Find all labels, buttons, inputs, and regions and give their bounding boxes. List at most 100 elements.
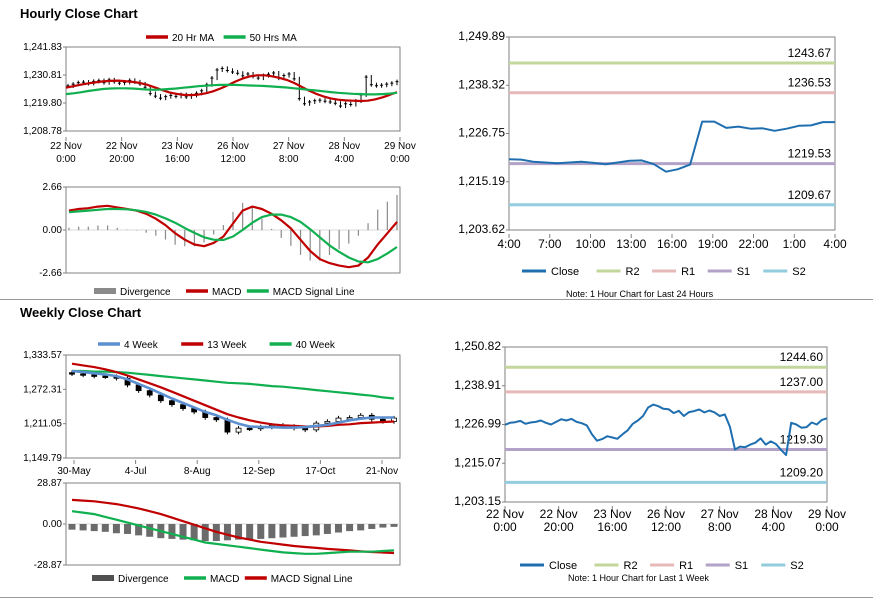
weekly-price-legend-label: 40 Week <box>296 340 336 351</box>
weekly-divergence-bar <box>179 524 187 540</box>
hourly-pivot-x-tick: 10:00 <box>575 237 605 251</box>
hourly-macd-y-tick: 0.00 <box>43 225 63 236</box>
weekly-macd-legend-swatch <box>92 575 114 581</box>
weekly-divergence-bar <box>79 524 87 531</box>
weekly-divergence-bar <box>334 524 342 533</box>
weekly-pivot-legend-label: S1 <box>735 560 748 572</box>
weekly-pivot-x-tick-time: 0:00 <box>815 520 839 534</box>
weekly-pivot-level-label: 1209.20 <box>780 465 824 479</box>
hourly-macd-legend-swatch <box>94 288 116 294</box>
bottom-divider <box>0 597 873 598</box>
hourly-price-x-tick-date: 27 Nov <box>273 141 305 152</box>
weekly-price-y-tick: 1,211.05 <box>24 419 63 430</box>
weekly-price-y-tick: 1,333.57 <box>23 350 62 361</box>
weekly-pivot-y-tick: 1,238.91 <box>454 378 501 392</box>
weekly-macd-legend-label: Divergence <box>118 574 169 585</box>
weekly-pivot-note: Note: 1 Hour Chart for Last 1 Week <box>568 573 709 583</box>
hourly-pivot-legend-label: R1 <box>681 266 695 278</box>
weekly-candle-body <box>213 417 220 421</box>
hourly-price-x-tick-date: 22 Nov <box>50 141 82 152</box>
weekly-candle-body <box>91 374 98 377</box>
hourly-pivot-level-label: 1243.67 <box>788 46 832 60</box>
weekly-pivot-x-tick-date: 22 Nov <box>540 507 578 521</box>
weekly-candle-body <box>357 414 364 418</box>
hourly-pivot-y-tick: 1,203.62 <box>458 222 505 236</box>
weekly-divergence-bar <box>346 524 354 532</box>
weekly-divergence-bar <box>190 524 198 541</box>
weekly-price-x-tick: 30-May <box>57 466 90 477</box>
weekly-macd-y-tick: 0.00 <box>43 519 63 530</box>
hourly-signal-line <box>68 207 398 264</box>
weekly-pivot-x-tick-time: 0:00 <box>493 520 517 534</box>
weekly-divergence-bar <box>168 524 176 539</box>
weekly-pivot-x-tick-date: 29 Nov <box>808 507 846 521</box>
weekly-candle-body <box>169 400 175 406</box>
hourly-section-title: Hourly Close Chart <box>20 6 138 21</box>
weekly-signal-line <box>71 498 395 555</box>
hourly-macd-chart: 2.66 0.00 -2.66 Divergence MACD MACD Signal L… <box>39 182 401 298</box>
hourly-pivot-legend-label: S1 <box>737 266 750 278</box>
hourly-macd-legend-label: MACD <box>212 287 241 298</box>
hourly-price-x-tick-time: 0:00 <box>56 154 76 165</box>
weekly-candle-body <box>180 404 186 409</box>
weekly-divergence-bar <box>235 524 243 540</box>
hourly-price-y-tick: 1,208.78 <box>23 126 62 137</box>
weekly-price-legend-label: 13 Week <box>207 340 247 351</box>
section-divider <box>0 299 873 300</box>
weekly-macd-y-tick: 28.87 <box>37 478 62 489</box>
weekly-pivot-y-tick: 1,250.82 <box>454 339 501 353</box>
hourly-price-x-tick-time: 20:00 <box>109 154 134 165</box>
weekly-divergence-bar <box>268 524 276 539</box>
hourly-pivot-x-tick: 4:00 <box>497 237 521 251</box>
weekly-candle-body <box>235 427 242 433</box>
hourly-macd-y-tick: 2.66 <box>43 182 63 193</box>
weekly-pivot-x-tick-time: 8:00 <box>708 520 732 534</box>
weekly-divergence-bar <box>312 524 320 536</box>
hourly-pivot-level-label: 1209.67 <box>788 188 832 202</box>
weekly-pivot-legend-label: S2 <box>790 560 803 572</box>
weekly-divergence-bar <box>379 524 387 528</box>
weekly-macd-chart: 28.87 0.00 -28.87 Divergence MACD MACD Signal… <box>34 478 401 585</box>
weekly-divergence-bar <box>135 524 143 536</box>
hourly-pivot-x-tick: 1:00 <box>783 237 807 251</box>
hourly-price-x-tick-date: 26 Nov <box>217 141 249 152</box>
weekly-candle-body <box>146 390 153 396</box>
weekly-divergence-bar <box>279 524 287 538</box>
hourly-pivot-y-tick: 1,249.89 <box>458 29 505 43</box>
hourly-price-x-tick-time: 0:00 <box>390 154 410 165</box>
hourly-pivot-chart: 1,249.89 1,238.32 1,226.75 1,215.19 1,203.62… <box>458 29 847 278</box>
week40-line <box>72 369 395 400</box>
hourly-pivot-level-label: 1219.53 <box>788 147 832 161</box>
hourly-price-y-tick: 1,241.83 <box>23 42 62 53</box>
ma50-line <box>65 83 398 96</box>
weekly-price-frame <box>65 354 401 459</box>
weekly-candle-body <box>324 421 331 424</box>
hourly-price-frame <box>65 46 401 132</box>
weekly-divergence-bar <box>201 524 209 542</box>
hourly-price-legend-label: 20 Hr MA <box>172 33 215 44</box>
hourly-price-x-tick-time: 12:00 <box>220 154 245 165</box>
hourly-pivot-legend-label: S2 <box>792 266 805 278</box>
weekly-pivot-x-tick-date: 23 Nov <box>593 507 631 521</box>
weekly-divergence-bar <box>112 524 120 534</box>
hourly-pivot-legend-label: Close <box>551 266 579 278</box>
hourly-price-chart: 1,241.83 1,230.81 1,219.80 1,208.78 22 Nov 0:… <box>23 33 416 165</box>
hourly-pivot-x-tick: 13:00 <box>616 237 646 251</box>
weekly-pivot-close-line <box>504 403 828 456</box>
weekly-macd-y-tick: -28.87 <box>34 560 63 571</box>
hourly-price-x-tick-date: 28 Nov <box>328 141 360 152</box>
hourly-pivot-y-tick: 1,215.19 <box>458 174 505 188</box>
hourly-pivot-frame <box>508 36 836 231</box>
weekly-divergence-bar <box>301 524 309 537</box>
hourly-macd-y-tick: -2.66 <box>39 268 62 279</box>
week13-line <box>71 362 395 428</box>
weekly-macd-legend-label: MACD Signal Line <box>271 574 353 585</box>
hourly-price-x-tick-date: 29 Nov <box>384 141 416 152</box>
hourly-macd-legend-label: MACD Signal Line <box>273 287 355 298</box>
hourly-price-x-tick-time: 16:00 <box>165 154 190 165</box>
weekly-pivot-level-label: 1237.00 <box>780 375 824 389</box>
hourly-price-x-tick-date: 23 Nov <box>161 141 193 152</box>
hourly-pivot-x-tick: 16:00 <box>657 237 687 251</box>
weekly-divergence-bar <box>124 524 132 534</box>
weekly-divergence-bar <box>90 524 98 532</box>
